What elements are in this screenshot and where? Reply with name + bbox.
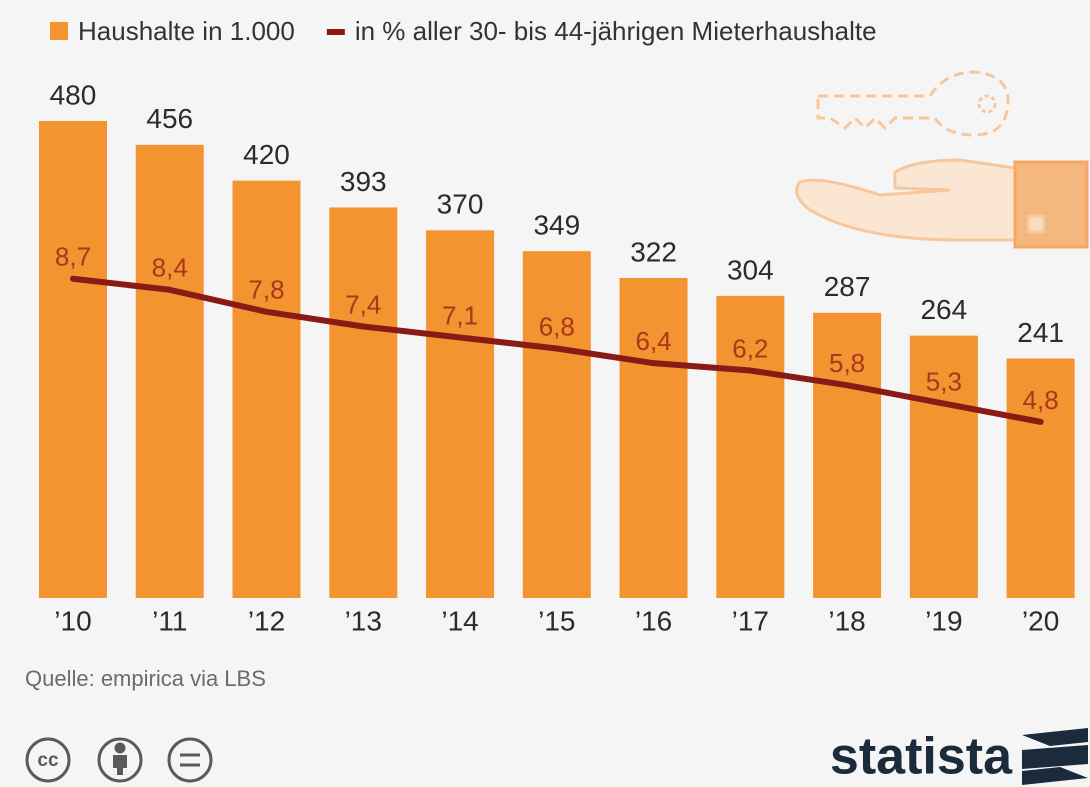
bar-value-label: 420 <box>243 139 290 170</box>
brand-logo <box>1022 728 1088 785</box>
bar-value-label: 241 <box>1017 317 1064 348</box>
legend-marker <box>50 22 68 40</box>
bar <box>523 251 591 598</box>
bar <box>329 207 397 598</box>
bar <box>136 145 204 598</box>
line-value-label: 7,1 <box>442 300 478 330</box>
x-tick-label: ’17 <box>732 605 769 636</box>
line-value-label: 6,8 <box>539 311 575 341</box>
x-tick-label: ’16 <box>635 605 672 636</box>
bar <box>39 121 107 598</box>
line-value-label: 6,4 <box>635 326 671 356</box>
line-value-label: 8,7 <box>55 242 91 272</box>
bar-value-label: 264 <box>920 294 967 325</box>
line-value-label: 4,8 <box>1023 385 1059 415</box>
bar-value-label: 393 <box>340 166 387 197</box>
bar-value-label: 370 <box>437 189 484 220</box>
source: Quelle: empirica via LBS <box>25 666 266 691</box>
legend-label: in % aller 30- bis 44-jährigen Mieterhau… <box>355 16 877 46</box>
x-tick-label: ’20 <box>1022 605 1059 636</box>
x-tick-label: ’12 <box>248 605 285 636</box>
legend-marker <box>327 29 345 35</box>
bar-value-label: 480 <box>50 79 97 110</box>
line-value-label: 7,4 <box>345 289 381 319</box>
x-tick-label: ’18 <box>828 605 865 636</box>
legend-label: Haushalte in 1.000 <box>78 16 295 46</box>
line-value-label: 8,4 <box>152 253 188 283</box>
x-tick-label: ’15 <box>538 605 575 636</box>
bar <box>233 181 301 598</box>
license-text: cc <box>37 750 59 771</box>
chart: Quelle: empirica via LBS cc statista Hau… <box>0 0 1090 787</box>
line-value-label: 5,8 <box>829 348 865 378</box>
x-tick-label: ’19 <box>925 605 962 636</box>
x-tick-label: ’10 <box>54 605 91 636</box>
line-value-label: 5,3 <box>926 366 962 396</box>
brand: statista <box>830 728 1013 786</box>
x-tick-label: ’14 <box>441 605 478 636</box>
line-value-label: 6,2 <box>732 333 768 363</box>
bar-value-label: 349 <box>533 210 580 241</box>
line-value-label: 7,8 <box>248 275 284 305</box>
bar-value-label: 304 <box>727 254 774 285</box>
x-tick-label: ’13 <box>345 605 382 636</box>
bar-value-label: 287 <box>824 271 871 302</box>
bar-value-label: 456 <box>146 103 193 134</box>
x-tick-label: ’11 <box>152 605 187 636</box>
bar <box>426 230 494 598</box>
bar-value-label: 322 <box>630 236 677 267</box>
